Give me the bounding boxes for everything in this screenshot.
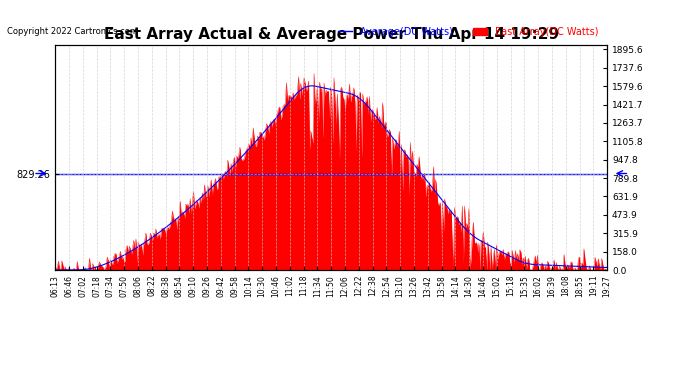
Text: Copyright 2022 Cartronics.com: Copyright 2022 Cartronics.com — [7, 27, 138, 36]
Legend: Average(DC Watts), East Array(DC Watts): Average(DC Watts), East Array(DC Watts) — [334, 23, 602, 40]
Title: East Array Actual & Average Power Thu Apr 14 19:29: East Array Actual & Average Power Thu Ap… — [104, 27, 559, 42]
